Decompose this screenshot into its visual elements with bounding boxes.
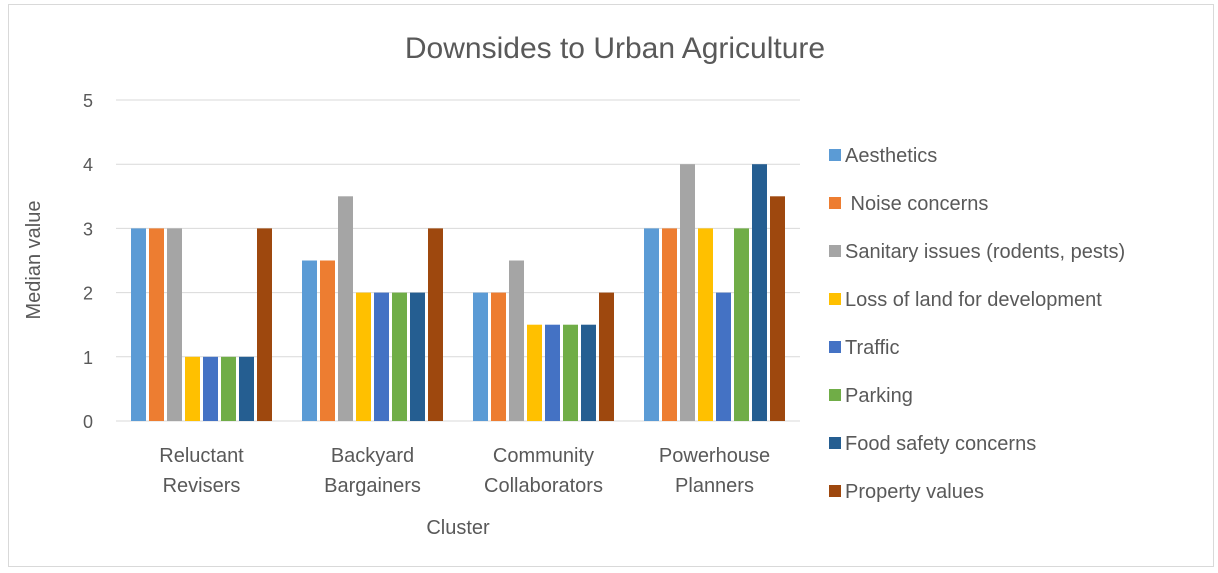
- y-tick-label: 3: [83, 219, 93, 239]
- legend-swatch: [829, 197, 841, 209]
- legend-label: Aesthetics: [845, 145, 937, 167]
- bar: [302, 260, 317, 421]
- bar: [734, 228, 749, 421]
- y-tick-label: 1: [83, 348, 93, 368]
- legend-swatch: [829, 149, 841, 161]
- legend-swatch: [829, 341, 841, 353]
- bar: [770, 196, 785, 421]
- y-tick-label: 4: [83, 155, 93, 175]
- y-axis-label: Median value: [23, 201, 45, 320]
- legend-label: Parking: [845, 385, 913, 407]
- x-tick-label: Bargainers: [324, 475, 421, 497]
- legend-item: Aesthetics: [829, 145, 937, 167]
- bar: [716, 292, 731, 421]
- legend-label: Traffic: [845, 337, 899, 359]
- legend-swatch: [829, 437, 841, 449]
- x-tick-label: Reluctant: [159, 445, 244, 467]
- y-tick-label: 5: [83, 91, 93, 111]
- legend-label: Loss of land for development: [845, 289, 1102, 311]
- legend: Aesthetics Noise concerns Sanitary issues…: [829, 145, 1125, 503]
- bar: [131, 228, 146, 421]
- bar: [473, 292, 488, 421]
- bar: [563, 324, 578, 421]
- y-tick-label: 2: [83, 284, 93, 304]
- bar: [509, 260, 524, 421]
- bar: [167, 228, 182, 421]
- x-axis-ticks: Reluctant Revisers Backyard Bargainers Commu…: [159, 445, 770, 497]
- legend-item: Food safety concerns: [829, 433, 1036, 455]
- x-tick-label: Powerhouse: [659, 445, 770, 467]
- legend-item: Parking: [829, 385, 913, 407]
- bar: [527, 324, 542, 421]
- legend-item: Sanitary issues (rodents, pests): [829, 241, 1125, 263]
- bar: [203, 356, 218, 421]
- legend-swatch: [829, 245, 841, 257]
- x-tick-label: Revisers: [163, 475, 241, 497]
- x-tick-label: Collaborators: [484, 475, 603, 497]
- bar: [356, 292, 371, 421]
- legend-label: Property values: [845, 481, 984, 503]
- bar: [662, 228, 677, 421]
- y-axis-ticks: 0 1 2 3 4 5: [83, 91, 93, 432]
- bar: [221, 356, 236, 421]
- x-tick-label: Community: [493, 445, 594, 467]
- legend-item: Noise concerns: [829, 193, 988, 215]
- legend-item: Traffic: [829, 337, 899, 359]
- chart-frame: [8, 4, 1214, 567]
- bar: [644, 228, 659, 421]
- bar: [392, 292, 407, 421]
- legend-swatch: [829, 389, 841, 401]
- bar: [581, 324, 596, 421]
- y-tick-label: 0: [83, 412, 93, 432]
- bar: [680, 164, 695, 421]
- bar: [149, 228, 164, 421]
- bar: [320, 260, 335, 421]
- x-tick-label: Backyard: [331, 445, 414, 467]
- x-tick-label: Planners: [675, 475, 754, 497]
- bars: [131, 164, 785, 421]
- bar: [410, 292, 425, 421]
- legend-label: Food safety concerns: [845, 433, 1036, 455]
- legend-swatch: [829, 485, 841, 497]
- bar: [545, 324, 560, 421]
- bar: [599, 292, 614, 421]
- chart-title: Downsides to Urban Agriculture: [405, 32, 825, 65]
- bar: [185, 356, 200, 421]
- legend-label: Sanitary issues (rodents, pests): [845, 241, 1125, 263]
- x-axis-label: Cluster: [426, 517, 490, 539]
- bar: [338, 196, 353, 421]
- bar: [491, 292, 506, 421]
- bar: [257, 228, 272, 421]
- bar: [752, 164, 767, 421]
- gridlines: [116, 99, 800, 422]
- bar: [374, 292, 389, 421]
- bar: [428, 228, 443, 421]
- legend-item: Loss of land for development: [829, 289, 1102, 311]
- legend-label: Noise concerns: [845, 193, 988, 215]
- bar: [698, 228, 713, 421]
- legend-item: Property values: [829, 481, 984, 503]
- bar: [239, 356, 254, 421]
- legend-swatch: [829, 293, 841, 305]
